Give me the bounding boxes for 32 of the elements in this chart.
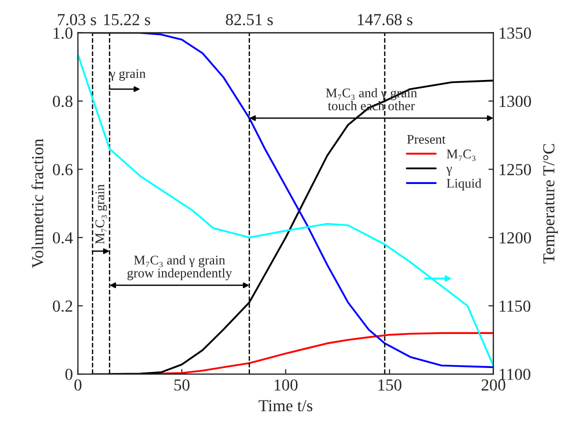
y-tick-label: 1.0	[54, 28, 72, 39]
x-tick-label: 150	[378, 379, 402, 391]
legend-label: M₇C₃	[446, 150, 476, 162]
annotation: M₇C₃ and γ grain grow independently	[127, 255, 232, 280]
legend-title: Present	[407, 134, 446, 144]
y2-tick-label: 1350	[500, 28, 531, 39]
legend-label: γ	[446, 166, 452, 176]
y-tick-label: 0.2	[52, 300, 72, 312]
y2-tick-label: 1300	[500, 96, 531, 107]
y-tick-label: 0.6	[52, 164, 73, 176]
y2-tick-label: 1150	[500, 300, 530, 312]
annotation: γ grain	[110, 69, 146, 81]
ref-line-label: 82.51 s	[226, 14, 273, 26]
y-tick-label: 0.4	[52, 232, 73, 244]
y2-axis-title: Temperature T/°C	[543, 144, 558, 264]
y2-tick-label: 1100	[500, 368, 530, 380]
ref-line-label: 15.22 s	[104, 14, 150, 26]
y-axis-title: Volumetric fraction	[31, 138, 44, 268]
y2-tick-label: 1200	[500, 232, 531, 244]
y2-tick-label: 1250	[500, 164, 531, 176]
annotation: M₇C₃ grain	[95, 184, 108, 244]
y-tick-label: 0.8	[52, 96, 72, 108]
y-tick-label: 0	[65, 368, 72, 380]
ref-line-label: 7.03 s	[58, 14, 96, 26]
x-tick-label: 200	[482, 379, 506, 391]
legend-label: Liquid	[446, 178, 482, 190]
line-series	[92, 332, 494, 374]
x-tick-label: 50	[174, 379, 190, 391]
x-tick-label: 0	[74, 379, 82, 391]
ref-line-label: 147.68 s	[358, 14, 412, 26]
x-tick-label: 100	[274, 379, 298, 391]
x-axis-title: Time t/s	[258, 400, 312, 412]
